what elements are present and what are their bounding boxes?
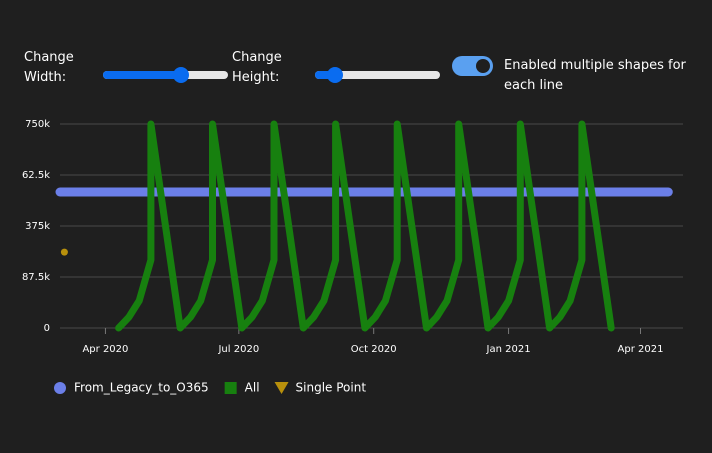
width-label: Change Width: (24, 50, 74, 85)
height-label: Change Height: (232, 50, 282, 85)
y-tick-label: 750k (25, 119, 50, 130)
height-slider[interactable] (315, 67, 440, 83)
legend-label: Single Point (296, 381, 367, 395)
toggle-label: Enabled multiple shapes for each line (504, 58, 686, 93)
y-tick-label: 87.5k (22, 272, 50, 283)
slider-fill (103, 71, 181, 79)
legend-marker (274, 382, 289, 394)
series-line (115, 120, 615, 332)
slider-thumb[interactable] (327, 67, 343, 83)
width-slider[interactable] (103, 67, 228, 83)
slider-fill (315, 71, 337, 79)
toggle-knob (476, 59, 490, 73)
legend-marker (224, 382, 237, 394)
x-tick-label: Oct 2020 (351, 344, 397, 355)
slider-thumb[interactable] (173, 67, 189, 83)
y-tick-label: 375k (25, 221, 50, 232)
x-tick-label: Jan 2021 (486, 344, 531, 355)
y-tick-label: 0 (44, 323, 50, 334)
x-tick-label: Jul 2020 (217, 344, 259, 355)
legend-label: From_Legacy_to_O365 (74, 381, 209, 395)
shapes-toggle[interactable] (452, 56, 493, 76)
x-tick-label: Apr 2021 (618, 344, 664, 355)
legend-marker (54, 382, 66, 394)
single-point (60, 248, 68, 256)
y-tick-label: 62.5k (22, 170, 50, 181)
x-tick-label: Apr 2020 (82, 344, 128, 355)
legend-label: All (245, 381, 260, 395)
